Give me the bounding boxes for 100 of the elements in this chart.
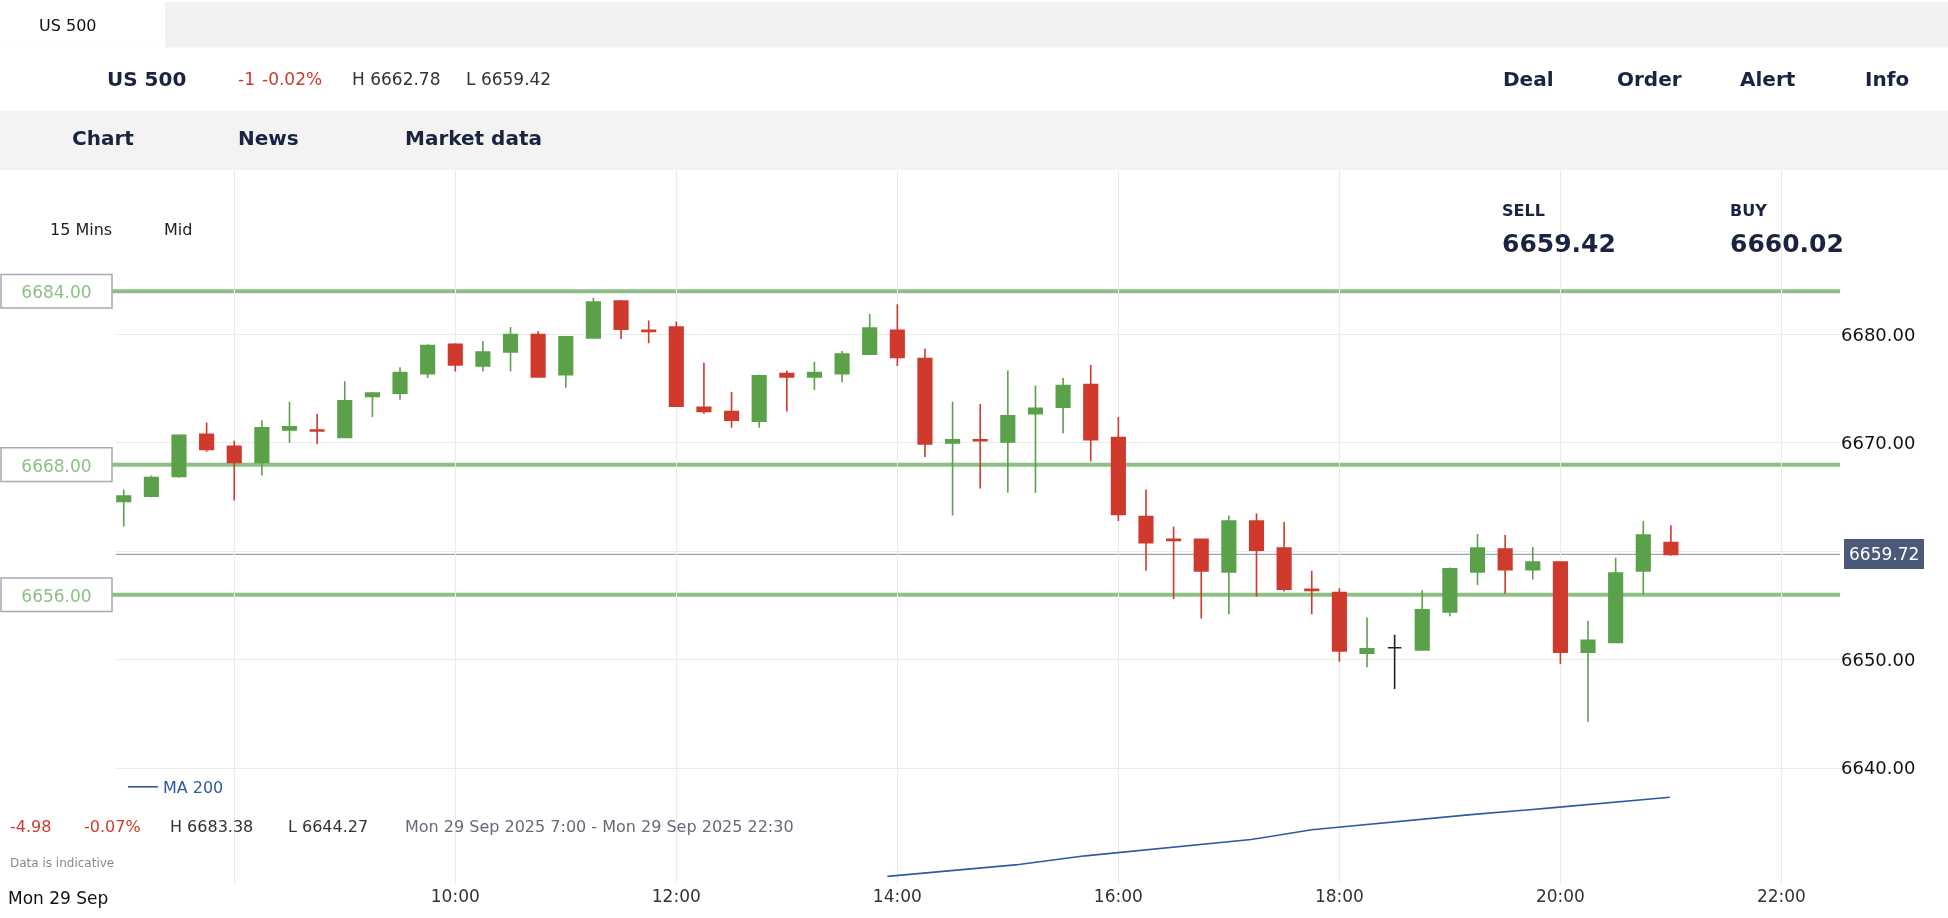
candlestick bbox=[337, 380, 353, 439]
x-tick-label: 20:00 bbox=[1535, 886, 1585, 906]
candlestick bbox=[309, 412, 325, 445]
candlestick bbox=[668, 320, 684, 407]
candlestick bbox=[199, 421, 215, 453]
ref-line-label: 6668.00 bbox=[21, 455, 92, 476]
text: Chart bbox=[72, 126, 135, 150]
candlestick bbox=[834, 350, 850, 384]
y-tick-label: 6640.00 bbox=[1841, 757, 1916, 779]
annotation: -0.07% bbox=[84, 817, 141, 836]
candlestick bbox=[420, 343, 436, 379]
text: US 500 bbox=[39, 16, 97, 35]
candlestick bbox=[1027, 384, 1044, 494]
candlestick bbox=[945, 401, 961, 517]
candlestick bbox=[1138, 488, 1154, 572]
candlestick bbox=[1000, 369, 1016, 494]
annotation: Mid bbox=[164, 220, 193, 239]
candlestick bbox=[779, 369, 795, 413]
text: -1 bbox=[238, 69, 255, 89]
annotation: BUY bbox=[1730, 201, 1768, 220]
candlestick bbox=[558, 335, 574, 389]
candlestick bbox=[171, 433, 187, 479]
candlestick bbox=[1248, 512, 1265, 598]
candlestick bbox=[1276, 521, 1292, 593]
text: -0.02% bbox=[262, 69, 323, 89]
candlestick bbox=[862, 313, 878, 355]
annotation: 6660.02 bbox=[1730, 229, 1844, 258]
candlestick bbox=[447, 342, 463, 373]
y-tick-label: 6650.00 bbox=[1841, 649, 1916, 670]
ref-line-label: 6659.72 bbox=[1849, 544, 1920, 564]
annotation: Mon 29 Sep 2025 7:00 - Mon 29 Sep 2025 22:30 bbox=[405, 817, 794, 836]
candlestick bbox=[1193, 538, 1209, 620]
x-tick-label: 14:00 bbox=[872, 886, 922, 906]
candlestick bbox=[1414, 589, 1430, 651]
text: Mon 29 Sep bbox=[8, 888, 109, 908]
y-tick-label: 6670.00 bbox=[1841, 432, 1916, 454]
text: Info bbox=[1865, 67, 1910, 91]
text: Deal bbox=[1503, 67, 1554, 91]
candlestick bbox=[613, 299, 629, 340]
candlestick bbox=[585, 296, 601, 339]
candlestick bbox=[1331, 587, 1347, 663]
text: US 500 bbox=[107, 67, 187, 91]
text: Market data bbox=[405, 126, 542, 150]
candlestick bbox=[972, 403, 988, 490]
text: Order bbox=[1617, 67, 1682, 91]
candlestick bbox=[502, 326, 519, 373]
candlestick bbox=[1635, 520, 1651, 596]
candlestick bbox=[143, 474, 159, 498]
candlestick bbox=[696, 361, 712, 415]
text: 15 Mins bbox=[50, 220, 113, 239]
candlestick bbox=[641, 319, 657, 345]
candlestick bbox=[723, 391, 740, 429]
annotation: SELL bbox=[1502, 201, 1545, 220]
annotation: H 6683.38 bbox=[170, 817, 254, 836]
candlestick bbox=[1221, 514, 1237, 615]
candlestick bbox=[226, 440, 242, 502]
candlestick bbox=[1525, 546, 1541, 581]
candlestick bbox=[917, 347, 933, 458]
text: H 6662.78 bbox=[352, 69, 441, 89]
ref-line-label: 6656.00 bbox=[21, 585, 92, 606]
candlestick bbox=[1304, 570, 1320, 615]
candlestick bbox=[364, 391, 380, 418]
candlestick bbox=[1608, 557, 1624, 644]
candlestick bbox=[1387, 633, 1403, 690]
candlestick bbox=[281, 401, 298, 444]
candlestick bbox=[530, 330, 546, 378]
text: Data is indicative bbox=[10, 856, 115, 870]
x-tick-label: 10:00 bbox=[430, 886, 480, 906]
text: Alert bbox=[1740, 67, 1796, 91]
candlestick bbox=[116, 488, 132, 528]
candlestick bbox=[475, 340, 491, 373]
candlestick bbox=[1083, 364, 1099, 463]
candlestick bbox=[889, 303, 905, 367]
candlestick bbox=[751, 373, 767, 429]
text: L 6659.42 bbox=[466, 69, 552, 89]
x-tick-label: 16:00 bbox=[1093, 886, 1143, 906]
candlestick bbox=[1469, 533, 1486, 586]
text: News bbox=[238, 126, 299, 150]
ref-line-label: 6684.00 bbox=[21, 282, 92, 303]
candlestick bbox=[1359, 616, 1375, 669]
candlestick bbox=[1055, 377, 1071, 435]
legend-label: MA 200 bbox=[162, 778, 224, 798]
annotation: 6659.42 bbox=[1502, 229, 1616, 258]
candlestick bbox=[1166, 525, 1182, 600]
text: -4.98 bbox=[10, 817, 52, 836]
candlestick bbox=[806, 360, 823, 391]
x-tick-label: 18:00 bbox=[1314, 886, 1364, 906]
candlestick bbox=[392, 366, 408, 401]
candlestick bbox=[1580, 619, 1596, 723]
candlestick bbox=[1110, 416, 1126, 522]
candlestick bbox=[1663, 524, 1679, 557]
candlestick bbox=[1552, 561, 1568, 665]
candlestick bbox=[254, 419, 270, 477]
candlestick bbox=[1442, 566, 1458, 618]
line-series bbox=[886, 796, 1671, 878]
annotation: L 6644.27 bbox=[288, 817, 369, 836]
candlestick bbox=[1497, 534, 1513, 595]
y-tick-label: 6680.00 bbox=[1841, 323, 1916, 345]
x-tick-label: 12:00 bbox=[651, 886, 701, 906]
x-tick-label: 22:00 bbox=[1756, 886, 1806, 906]
